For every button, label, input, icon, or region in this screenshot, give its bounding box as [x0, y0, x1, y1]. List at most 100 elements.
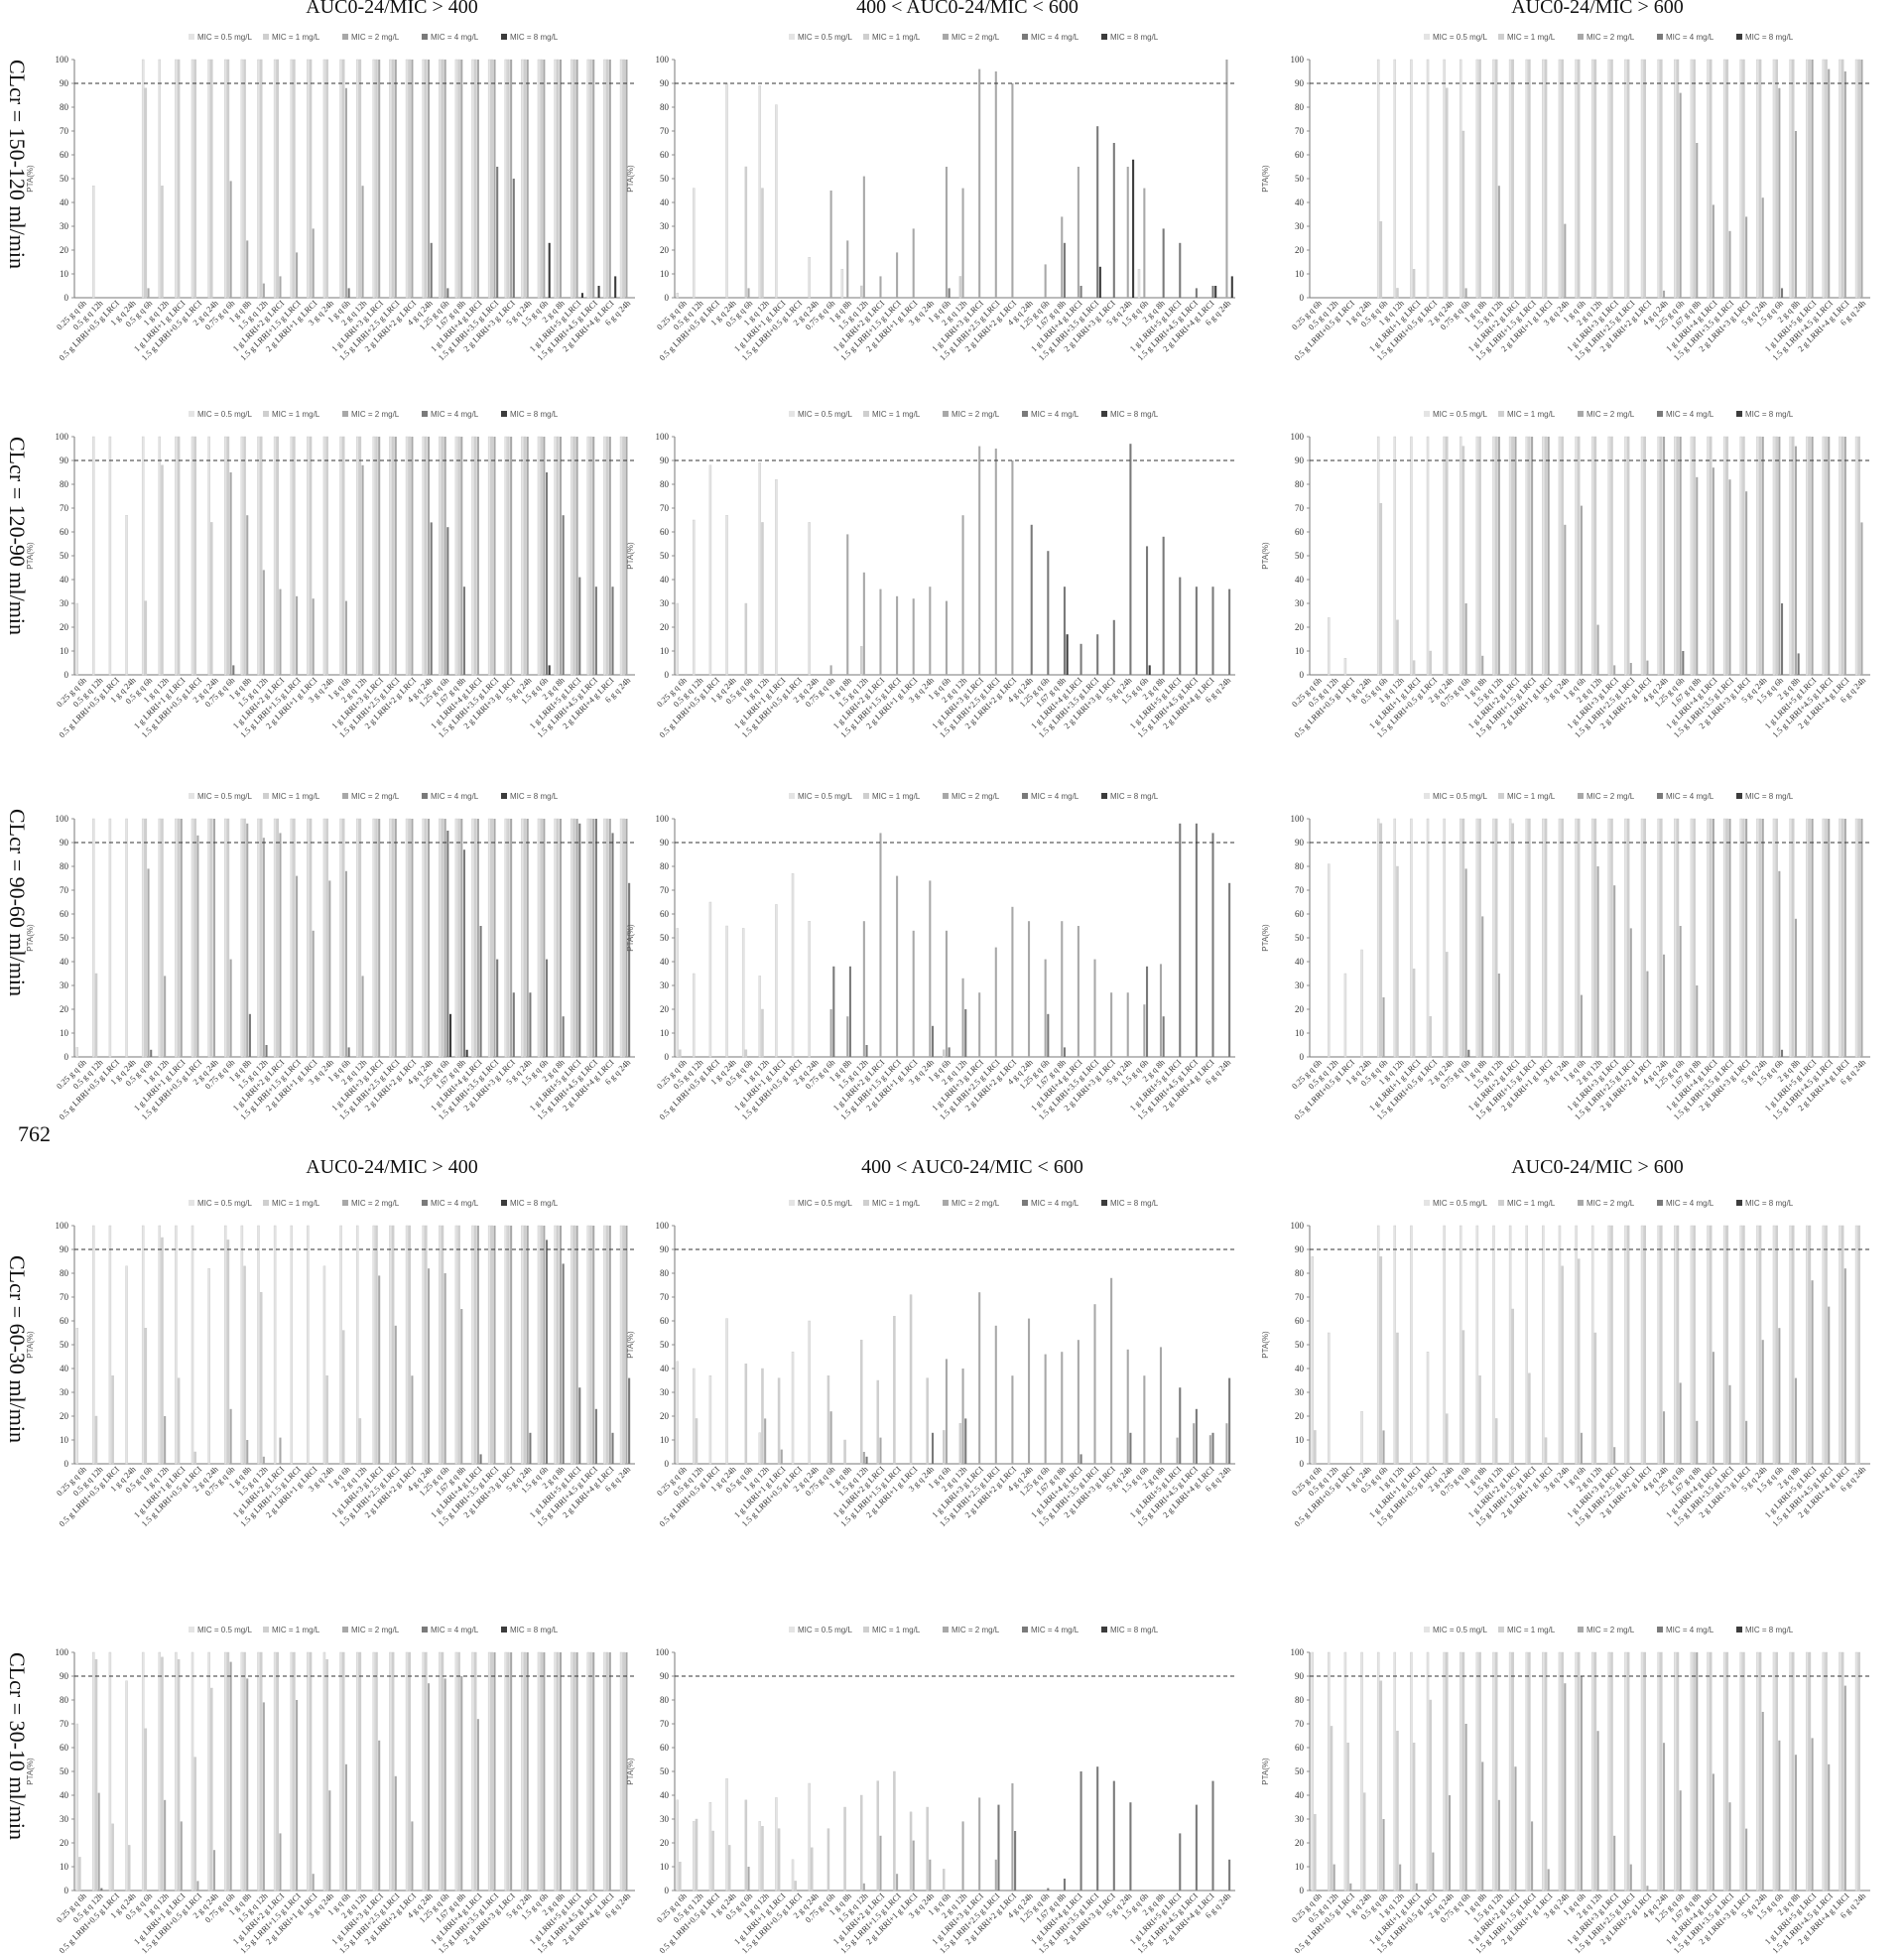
bar — [1590, 818, 1594, 1058]
bar — [422, 818, 425, 1058]
bar — [510, 1226, 513, 1464]
bar — [526, 60, 529, 298]
y-tick-label: 20 — [660, 245, 670, 255]
bar — [309, 1651, 313, 1892]
bar — [879, 833, 882, 1057]
bar — [622, 59, 626, 299]
bar — [1640, 818, 1644, 1058]
y-tick-label: 90 — [660, 456, 670, 465]
bar — [1314, 1430, 1317, 1465]
bar — [164, 1416, 167, 1464]
bar — [1662, 437, 1666, 675]
bar — [1707, 818, 1710, 1058]
bar — [1676, 818, 1680, 1058]
y-tick-label: 80 — [660, 102, 670, 112]
bar — [589, 1225, 592, 1465]
bar — [811, 1847, 814, 1892]
y-tick-label: 20 — [60, 1411, 69, 1421]
y-tick-label: 40 — [60, 197, 69, 207]
bar — [978, 1292, 981, 1464]
bar — [1230, 276, 1233, 298]
bar — [1674, 1225, 1677, 1465]
bar — [465, 1049, 468, 1057]
y-tick-label: 10 — [1295, 1435, 1305, 1445]
bar — [1693, 818, 1696, 1058]
bar — [344, 87, 347, 298]
bar — [1794, 1755, 1798, 1891]
bar — [1145, 966, 1149, 1057]
bar — [603, 436, 606, 676]
bar — [708, 901, 712, 1058]
y-tick-label: 20 — [1295, 622, 1305, 632]
bar — [1712, 467, 1714, 675]
bar — [605, 818, 609, 1058]
bar — [1492, 436, 1495, 676]
bar — [1839, 1225, 1841, 1465]
bar — [496, 959, 499, 1057]
column-title-bottom-1: AUC0-24/MIC > 400 — [306, 1156, 478, 1178]
bar — [111, 1823, 114, 1892]
bar — [625, 1226, 628, 1464]
legend-label: MIC = 4 mg/L — [1666, 33, 1714, 42]
bar — [1412, 660, 1416, 676]
bar — [1657, 59, 1660, 299]
bar — [1014, 1831, 1017, 1891]
bar — [257, 59, 260, 299]
bar — [744, 602, 748, 676]
bar — [777, 1828, 781, 1892]
bar — [978, 992, 981, 1057]
bar — [540, 1651, 543, 1892]
y-tick-label: 10 — [60, 1862, 69, 1872]
bar — [158, 59, 162, 299]
bar — [229, 472, 232, 675]
y-tick-label: 40 — [660, 575, 670, 585]
bar — [125, 1680, 128, 1892]
bar — [1854, 818, 1858, 1058]
bar — [1607, 436, 1611, 676]
bar — [1857, 59, 1861, 299]
bar — [978, 1797, 981, 1891]
bar — [504, 1225, 508, 1465]
bar — [1195, 823, 1198, 1057]
y-tick-label: 90 — [660, 78, 670, 88]
bar — [614, 276, 617, 298]
page-number: 762 — [18, 1121, 51, 1146]
bar — [879, 1437, 882, 1464]
bar — [425, 436, 428, 676]
bar — [758, 1432, 762, 1465]
bar — [1110, 992, 1113, 1057]
bar — [1410, 1651, 1413, 1892]
legend-label: MIC = 0.5 mg/L — [197, 1626, 252, 1634]
bar — [1742, 436, 1745, 676]
bar — [293, 59, 296, 299]
legend-swatch — [501, 411, 507, 417]
bar — [1393, 1651, 1397, 1892]
bar — [493, 819, 496, 1057]
bar — [1494, 1418, 1498, 1465]
legend-label: MIC = 0.5 mg/L — [798, 33, 852, 42]
bar — [405, 818, 409, 1058]
bar — [1079, 1454, 1082, 1464]
bar — [994, 1325, 997, 1464]
bar — [1761, 819, 1764, 1057]
bar — [679, 1049, 682, 1058]
y-tick-label: 70 — [60, 1292, 69, 1302]
bar — [361, 464, 364, 675]
bar — [1828, 1763, 1831, 1891]
bar — [476, 1719, 479, 1891]
legend-label: MIC = 8 mg/L — [1745, 1199, 1794, 1208]
y-tick-label: 40 — [660, 1790, 670, 1800]
bar — [611, 833, 614, 1057]
y-tick-label: 80 — [660, 479, 670, 489]
bar — [375, 1225, 378, 1465]
bar — [1475, 1225, 1479, 1465]
bar — [1379, 1680, 1383, 1892]
y-tick-label: 70 — [660, 503, 670, 513]
y-axis-label: PTA(%) — [1261, 924, 1270, 952]
bar — [1690, 818, 1694, 1058]
bar — [1725, 436, 1729, 676]
bar — [586, 1225, 590, 1465]
bar — [444, 819, 446, 1057]
bar — [1758, 59, 1762, 299]
bar — [262, 283, 265, 298]
